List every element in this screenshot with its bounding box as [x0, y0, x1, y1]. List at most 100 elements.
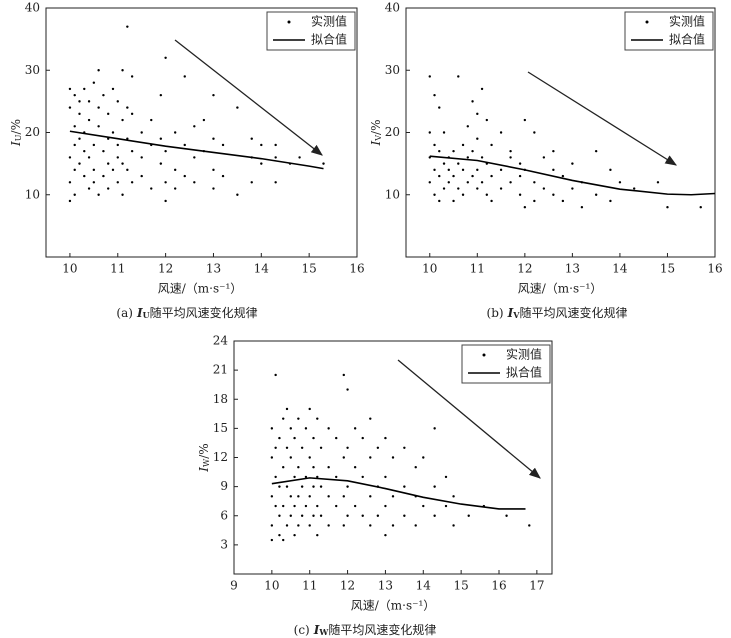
- legend-dot: [482, 353, 486, 357]
- x-tick-label: 15: [454, 579, 469, 593]
- data-point: [322, 162, 325, 165]
- data-point: [369, 524, 372, 527]
- data-point: [92, 143, 96, 147]
- data-point: [518, 193, 522, 196]
- data-point: [274, 446, 277, 449]
- data-point: [452, 524, 455, 527]
- data-point: [353, 466, 357, 469]
- data-point: [150, 118, 153, 122]
- data-point: [391, 524, 395, 527]
- data-point: [274, 143, 277, 147]
- data-point: [461, 168, 465, 172]
- caption-symbol: I: [313, 623, 320, 637]
- data-point: [102, 149, 105, 153]
- data-point: [376, 446, 380, 449]
- data-point: [121, 193, 124, 196]
- data-point: [78, 162, 81, 165]
- data-point: [552, 149, 555, 153]
- data-point: [476, 187, 479, 190]
- x-tick-label: 15: [302, 262, 317, 276]
- data-point: [316, 475, 319, 479]
- data-point: [289, 456, 292, 459]
- data-point: [609, 199, 612, 203]
- data-point: [164, 199, 167, 203]
- x-tick-label: 12: [517, 262, 532, 276]
- data-point: [270, 538, 274, 542]
- data-point: [327, 466, 330, 469]
- data-point: [476, 112, 479, 116]
- data-point: [250, 181, 253, 184]
- y-tick-label: 3: [220, 537, 228, 551]
- data-point: [342, 495, 345, 498]
- data-point: [342, 456, 345, 459]
- data-point: [193, 156, 196, 159]
- data-point: [92, 181, 96, 184]
- data-point: [561, 174, 565, 178]
- data-point: [457, 187, 460, 190]
- data-point: [97, 193, 100, 196]
- data-point: [391, 456, 395, 459]
- data-point: [369, 456, 372, 459]
- data-point: [467, 514, 470, 517]
- data-point: [212, 93, 215, 97]
- y-label-unit: /%: [197, 443, 211, 458]
- data-point: [140, 174, 143, 178]
- data-point: [78, 137, 81, 140]
- data-point: [442, 162, 446, 165]
- x-axis-label: 风速/（m·s⁻¹）: [158, 282, 243, 296]
- data-point: [121, 69, 124, 72]
- data-point: [505, 514, 508, 517]
- data-point: [68, 106, 72, 109]
- data-point: [342, 373, 345, 377]
- data-point: [499, 131, 503, 134]
- data-point: [297, 524, 300, 527]
- data-point: [289, 514, 292, 517]
- data-point: [428, 75, 431, 78]
- data-point: [391, 495, 395, 498]
- data-point: [666, 206, 669, 209]
- data-point: [285, 524, 289, 527]
- legend-label: 拟合值: [506, 365, 542, 380]
- caption-sub: V: [512, 310, 520, 320]
- data-point: [282, 417, 285, 420]
- data-point: [126, 25, 129, 28]
- data-point: [552, 193, 555, 196]
- data-point: [297, 466, 300, 469]
- caption: (a) IU随平均风速变化规律: [116, 305, 257, 321]
- x-tick-label: 16: [349, 262, 364, 276]
- data-point: [384, 533, 387, 537]
- data-point: [452, 199, 455, 203]
- y-tick-label: 40: [25, 1, 40, 15]
- data-point: [304, 475, 308, 479]
- data-point: [221, 143, 225, 147]
- legend-label: 实测值: [311, 14, 347, 29]
- data-point: [580, 206, 584, 209]
- legend-box: [266, 11, 356, 51]
- x-tick-label: 16: [491, 579, 506, 593]
- caption-sub: W: [318, 627, 329, 637]
- x-tick-label: 17: [529, 579, 544, 593]
- x-tick-label: 14: [612, 262, 628, 276]
- data-point: [312, 436, 315, 440]
- data-point: [444, 475, 448, 479]
- data-point: [300, 485, 304, 488]
- data-point: [618, 181, 622, 184]
- y-tick-label: 12: [213, 450, 228, 464]
- data-point: [140, 156, 143, 159]
- y-tick-label: 20: [25, 125, 40, 139]
- data-point: [293, 475, 296, 479]
- data-point: [403, 446, 406, 449]
- x-tick-label: 10: [62, 262, 77, 276]
- data-point: [73, 193, 76, 196]
- legend-label: 实测值: [506, 347, 542, 362]
- x-tick-label: 11: [470, 262, 485, 276]
- legend-box: [624, 11, 714, 51]
- data-point: [97, 125, 100, 128]
- y-label-symbol: I: [9, 141, 23, 147]
- data-point: [571, 187, 574, 190]
- y-tick-label: 10: [385, 187, 400, 201]
- y-label-unit: /%: [369, 120, 383, 135]
- data-point: [121, 162, 124, 165]
- data-point: [433, 427, 436, 430]
